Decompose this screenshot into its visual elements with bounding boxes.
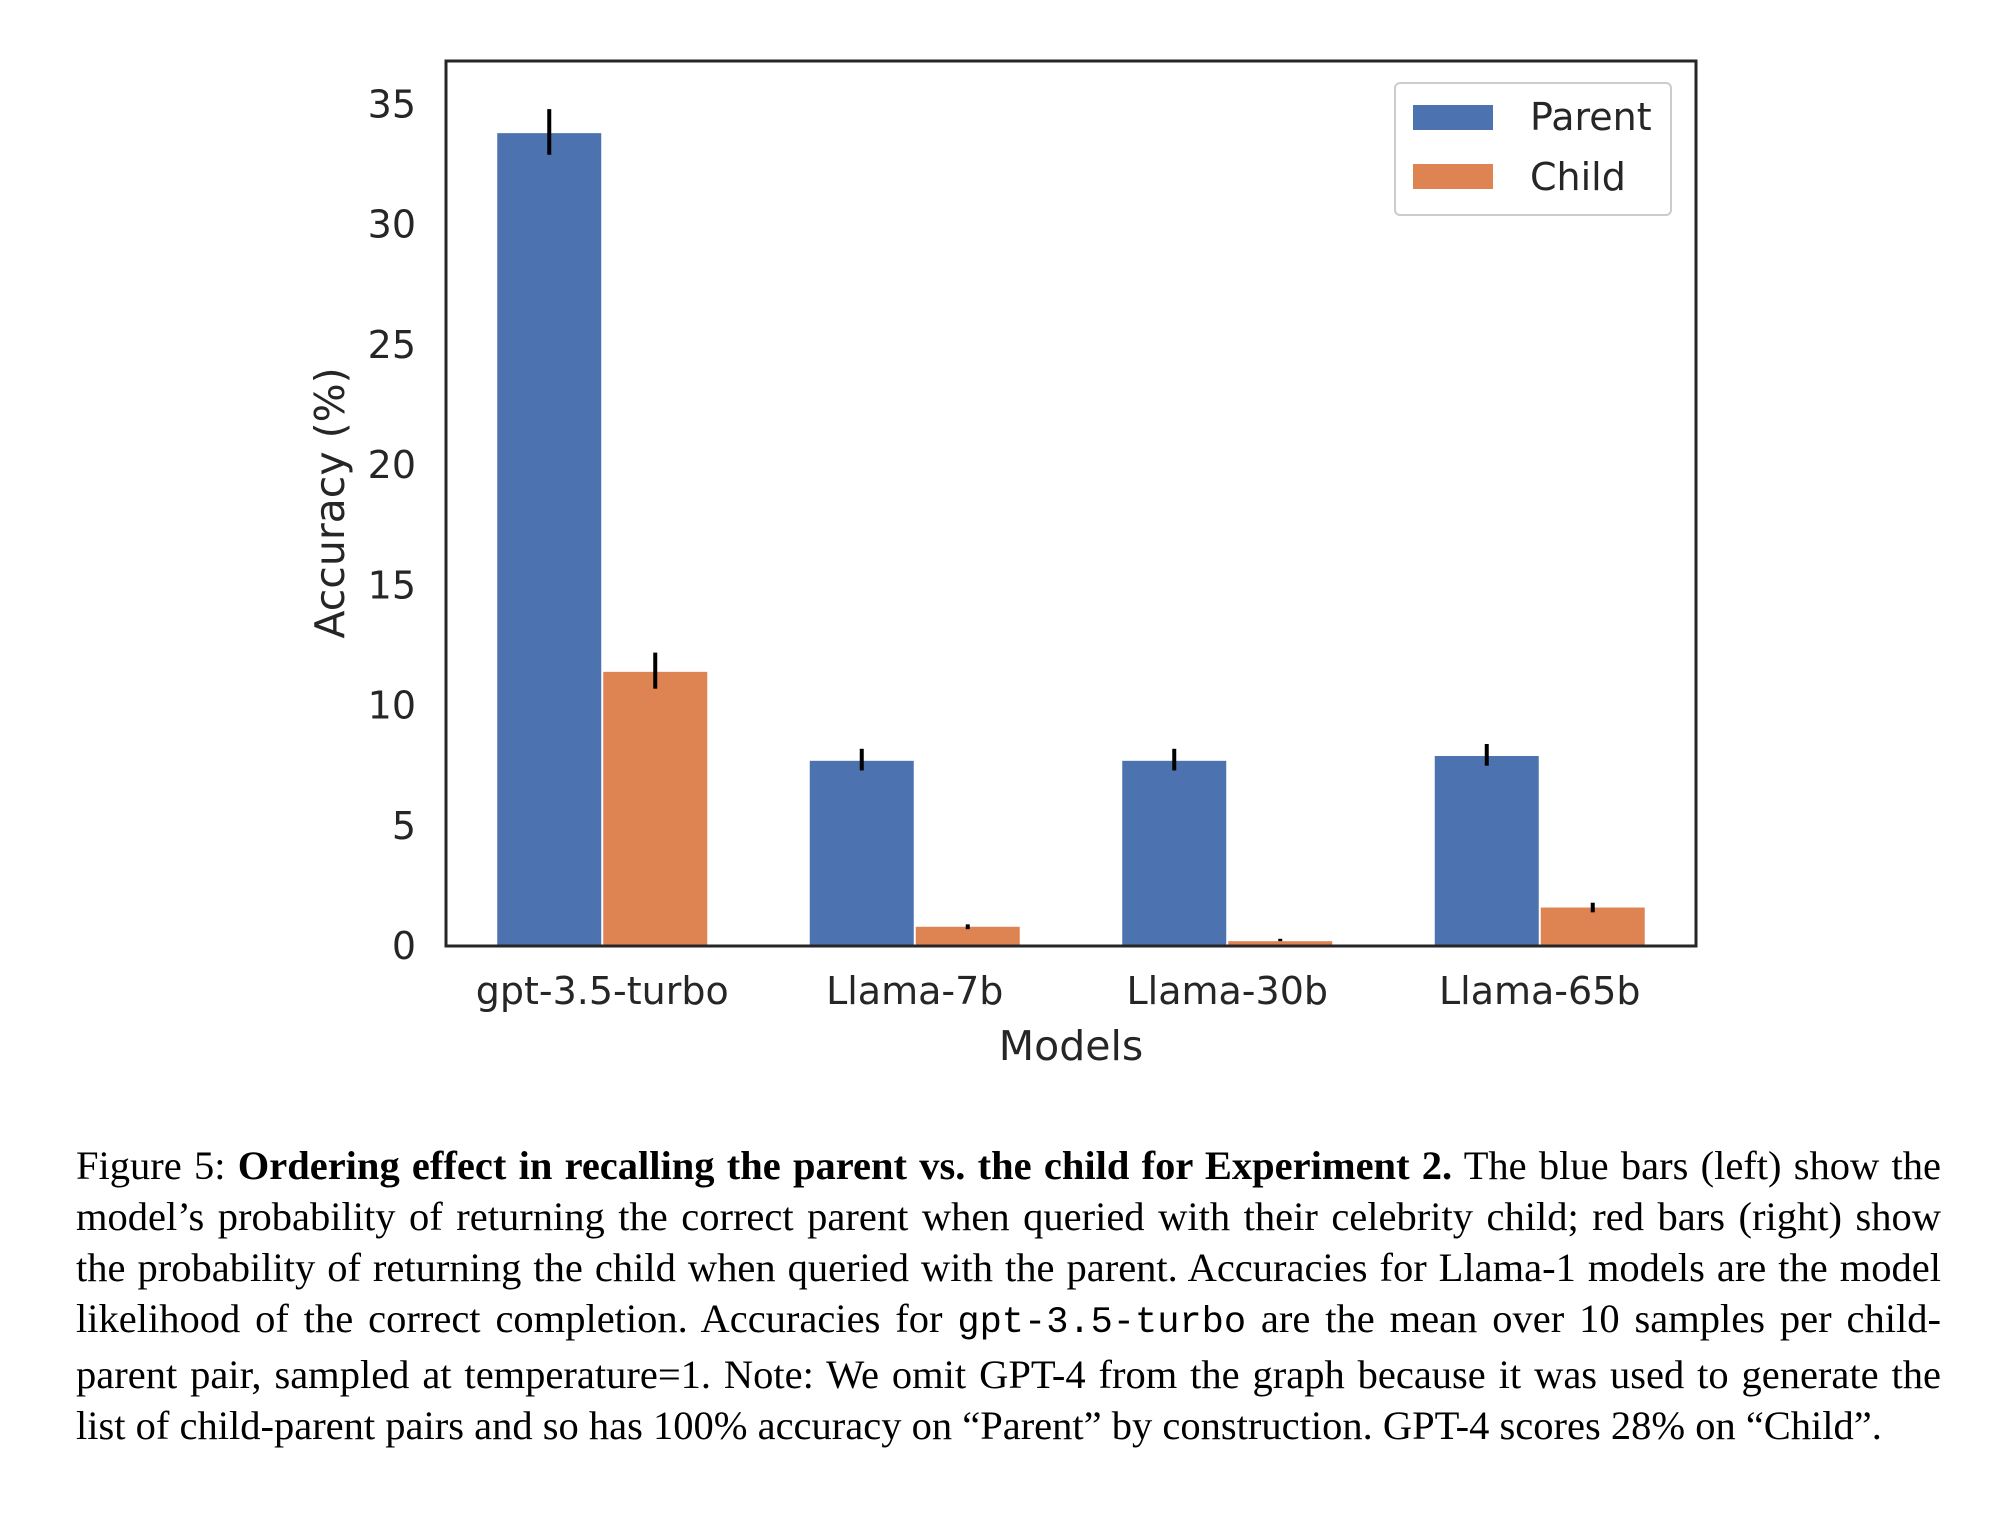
- y-tick-label-15: 15: [368, 563, 416, 607]
- bar-parent-llama-7b: [809, 760, 914, 946]
- plot-frame: [444, 59, 1698, 948]
- bar-child-llama-65b: [1540, 907, 1645, 946]
- legend-swatch-child: [1413, 164, 1493, 189]
- y-tick-label-30: 30: [368, 203, 416, 247]
- y-tick-label-0: 0: [392, 924, 416, 968]
- y-tick-label-5: 5: [392, 804, 416, 848]
- y-axis-label: Accuracy (%): [306, 367, 354, 638]
- caption-text-1: The blue bars (left) show the model’s pr…: [76, 1143, 1941, 1341]
- y-tick-label-35: 35: [368, 82, 416, 126]
- x-axis-label: Models: [999, 1022, 1143, 1070]
- bar-chart: 0 5 10 15 20 25 30 35 gpt-3.5-turbo Llama-7b Llam…: [306, 59, 1698, 1070]
- bar-parent-llama-30b: [1122, 760, 1227, 946]
- y-tick-label-10: 10: [368, 684, 416, 728]
- figure-caption: Figure 5: Ordering effect in recalling t…: [76, 1140, 1941, 1451]
- y-ticks-group: 0 5 10 15 20 25 30 35: [368, 82, 416, 968]
- x-tick-label-llama-30b: Llama-30b: [1126, 969, 1328, 1013]
- bar-child-llama-30b: [1228, 941, 1333, 946]
- bar-child-llama-7b: [915, 926, 1020, 946]
- y-tick-label-25: 25: [368, 323, 416, 367]
- caption-title: Ordering effect in recalling the parent …: [237, 1143, 1453, 1188]
- legend-label-child: Child: [1530, 155, 1626, 199]
- x-tick-label-gpt-3-5-turbo: gpt-3.5-turbo: [476, 969, 729, 1013]
- bar-parent-gpt-3-5-turbo: [497, 133, 602, 947]
- legend-swatch-parent: [1413, 105, 1493, 130]
- bar-parent-llama-65b: [1434, 756, 1539, 946]
- x-ticks-group: gpt-3.5-turbo Llama-7b Llama-30b Llama-65b: [476, 969, 1641, 1013]
- bar-child-gpt-3-5-turbo: [603, 671, 708, 946]
- caption-code: gpt-3.5-turbo: [957, 1302, 1247, 1344]
- caption-text-2: are the mean over 10 samples per child-p…: [76, 1296, 1941, 1448]
- legend: Parent Child: [1394, 82, 1672, 216]
- chart-figure: 0 5 10 15 20 25 30 35 gpt-3.5-turbo Llama-7b Llam…: [306, 59, 1698, 1070]
- x-tick-label-llama-7b: Llama-7b: [826, 969, 1003, 1013]
- bars-group: [497, 133, 1645, 947]
- error-bars-group: [547, 109, 1595, 942]
- caption-prefix: Figure 5:: [76, 1143, 238, 1188]
- x-tick-label-llama-65b: Llama-65b: [1439, 969, 1641, 1013]
- y-tick-label-20: 20: [368, 443, 416, 487]
- legend-label-parent: Parent: [1530, 95, 1652, 139]
